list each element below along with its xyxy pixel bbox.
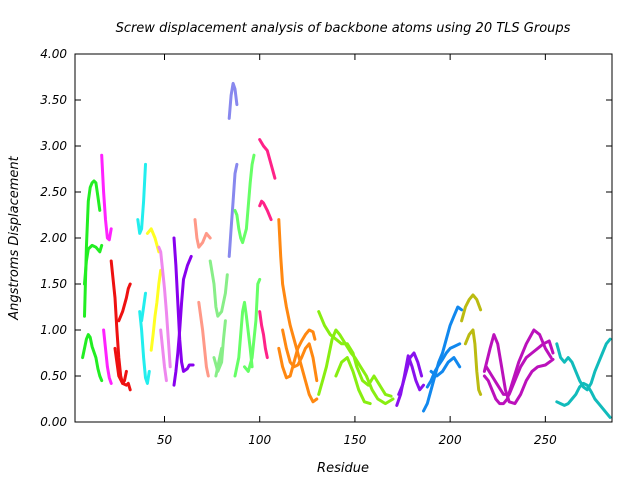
x-tick-label: 100 <box>248 433 271 447</box>
series-10 <box>227 81 239 258</box>
series-line <box>258 310 269 360</box>
series-line <box>83 179 102 318</box>
x-tick-label: 250 <box>534 433 557 447</box>
y-tick-label: 0.00 <box>40 415 67 429</box>
series-line <box>136 162 147 235</box>
series-line <box>214 346 224 378</box>
series-2 <box>100 153 113 385</box>
series-line <box>334 356 372 406</box>
series-11 <box>233 153 262 378</box>
x-axis-label: Residue <box>317 461 369 476</box>
series-6 <box>157 245 172 383</box>
y-tick-label: 3.50 <box>40 93 67 107</box>
series-5 <box>145 227 163 352</box>
series-line <box>397 351 424 396</box>
series-line <box>258 199 273 222</box>
series-3 <box>109 259 132 392</box>
x-axis: 50 100 150 200 250 <box>157 54 557 447</box>
series-line <box>555 381 612 419</box>
y-tick-label: 2.50 <box>40 185 67 199</box>
series-line <box>113 346 132 392</box>
series-line <box>138 310 151 385</box>
series-line <box>102 328 113 385</box>
series-19 <box>555 337 612 419</box>
series-line <box>172 236 195 373</box>
series-7 <box>172 236 195 387</box>
y-tick-label: 0.50 <box>40 369 67 383</box>
series-line <box>258 138 277 180</box>
series-line <box>463 328 483 396</box>
series-17 <box>460 293 483 396</box>
x-tick-label: 200 <box>439 433 462 447</box>
series-line <box>482 333 555 406</box>
series-14 <box>317 310 395 406</box>
x-tick-label: 150 <box>343 433 366 447</box>
series-line <box>81 333 104 383</box>
series-line <box>172 254 193 387</box>
series-line <box>281 328 319 383</box>
series-line <box>422 305 464 413</box>
series-line <box>197 300 210 378</box>
series-16 <box>422 305 464 413</box>
series-line <box>277 328 317 380</box>
series-8 <box>193 218 212 378</box>
series-12 <box>258 138 277 360</box>
series-line <box>243 277 262 373</box>
series-15 <box>395 351 425 407</box>
series-line <box>83 243 104 286</box>
series-line <box>145 227 161 254</box>
y-tick-label: 1.50 <box>40 277 67 291</box>
series-9 <box>208 259 229 378</box>
y-tick-label: 3.00 <box>40 139 67 153</box>
series-line <box>317 328 395 406</box>
chart-title: Screw displacement analysis of backbone … <box>116 21 571 36</box>
series-line <box>233 153 256 245</box>
y-tick-label: 4.00 <box>40 47 67 61</box>
series-line <box>317 310 393 398</box>
series-line <box>149 268 163 352</box>
plot-area <box>81 81 612 419</box>
series-line <box>100 153 113 242</box>
series-line <box>460 293 483 323</box>
y-tick-label: 2.00 <box>40 231 67 245</box>
series-line <box>208 259 229 318</box>
series-13 <box>277 218 319 404</box>
series-line <box>429 356 462 378</box>
series-line <box>425 342 462 389</box>
series-4 <box>136 162 151 385</box>
y-axis: 0.00 0.50 1.00 1.50 2.00 2.50 3.00 3.50 4.00 <box>40 47 612 429</box>
y-tick-label: 1.00 <box>40 323 67 337</box>
series-line <box>109 259 128 385</box>
series-line <box>555 337 612 392</box>
series-line <box>117 282 132 323</box>
series-line <box>277 218 319 404</box>
series-line <box>193 218 212 249</box>
series-line <box>157 245 172 369</box>
series-18 <box>482 328 555 406</box>
series-line <box>484 339 555 396</box>
series-line <box>140 291 147 323</box>
series-line <box>233 300 254 378</box>
x-tick-label: 50 <box>157 433 173 447</box>
series-1 <box>81 179 104 383</box>
series-line <box>227 162 239 258</box>
series-line <box>159 328 168 383</box>
series-line <box>227 81 239 120</box>
y-axis-label: Angstroms Displacement <box>7 155 22 320</box>
